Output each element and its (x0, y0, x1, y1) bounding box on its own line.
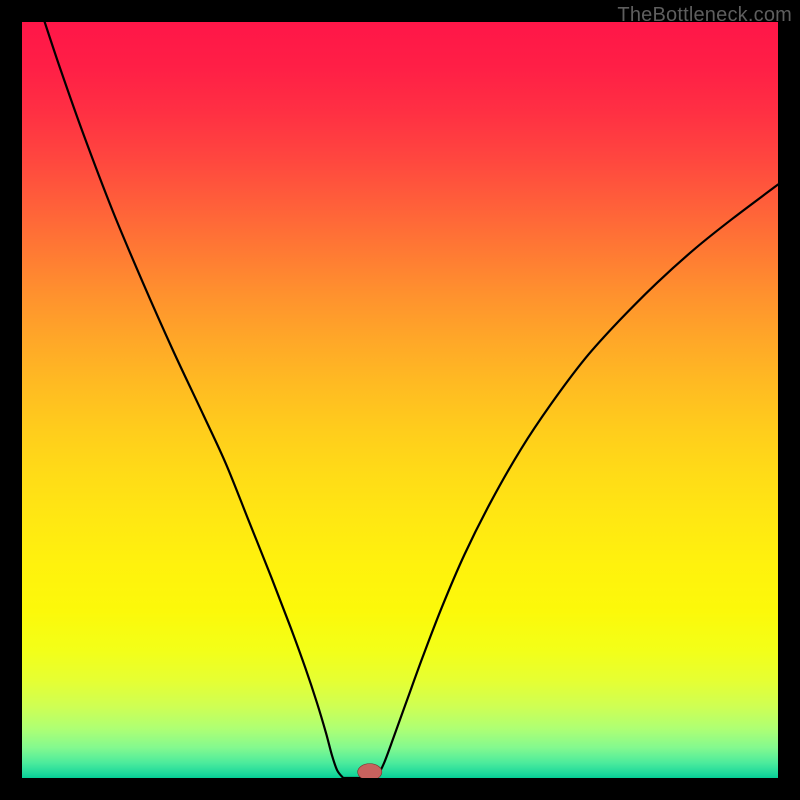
chart-frame: TheBottleneck.com (0, 0, 800, 800)
minimum-marker (358, 764, 382, 781)
watermark-text: TheBottleneck.com (617, 4, 792, 27)
gradient-background (22, 22, 778, 778)
bottleneck-chart (0, 0, 800, 800)
